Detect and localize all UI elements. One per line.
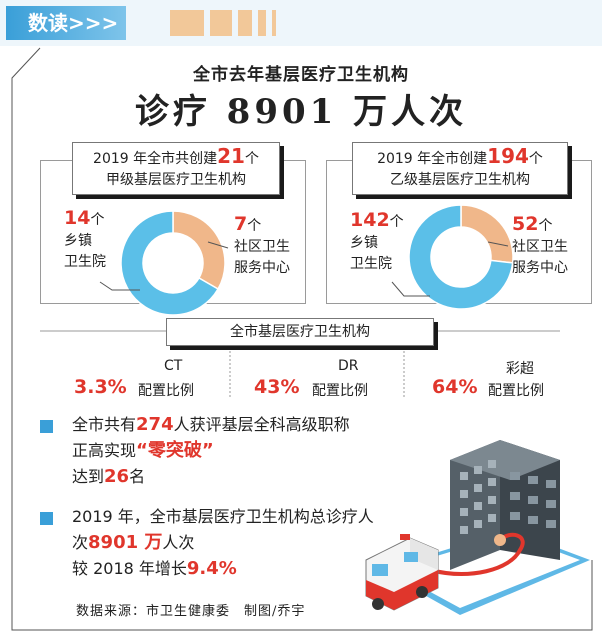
bullet-visits: 2019 年，全市基层医疗卫生机构总诊疗人 次8901 万人次 较 2018 年…: [72, 507, 374, 579]
donut-slice-1: [408, 204, 514, 310]
stethoscope-icon: [429, 532, 525, 576]
donut-slice-1: [120, 210, 220, 316]
section-tag: 数读>>>: [6, 6, 126, 40]
slice-label-community-b: 52个 社区卫生 服务中心: [512, 213, 568, 277]
bullet-marker: [40, 420, 53, 433]
ratio-device-ct: CT: [164, 358, 183, 374]
slice-label-township-a: 14个 乡镇 卫生院: [64, 207, 106, 271]
ratios-heading: 全市基层医疗卫生机构: [166, 318, 434, 346]
ratio-value-ultrasound: 64%: [432, 376, 478, 398]
hospital-illustration: [365, 440, 590, 615]
ratio-device-ultrasound: 彩超: [506, 361, 534, 377]
ratio-device-dr: DR: [338, 358, 359, 374]
ambulance-icon: [365, 534, 439, 611]
source-credit: 数据来源：市卫生健康委 制图/乔宇: [76, 604, 306, 619]
slice-label-township-b: 142个 乡镇 卫生院: [350, 209, 404, 273]
slice-label-community-a: 7个 社区卫生 服务中心: [234, 213, 290, 277]
ratio-label-dr: 配置比例: [312, 383, 368, 399]
chart-title-grade-a: 2019 年全市共创建21个 甲级基层医疗卫生机构: [72, 142, 280, 195]
ratio-value-dr: 43%: [254, 376, 300, 398]
headline-subtitle: 全市去年基层医疗卫生机构: [193, 65, 409, 85]
donut-chart-grade-b: [408, 204, 514, 310]
header-decoration: [170, 10, 282, 40]
ratio-label-ultrasound: 配置比例: [488, 383, 544, 399]
bullet-marker: [40, 512, 53, 525]
donut-slice-0: [172, 210, 226, 291]
bullet-titles: 全市共有274人获评基层全科高级职称 正高实现“零突破” 达到26名: [72, 414, 350, 487]
ratio-label-ct: 配置比例: [138, 383, 194, 399]
headline-main: 诊疗 8901 万人次: [134, 92, 468, 132]
ratio-value-ct: 3.3%: [74, 376, 127, 398]
donut-chart-grade-a: [120, 210, 226, 316]
chart-title-grade-b: 2019 年全市创建194个 乙级基层医疗卫生机构: [352, 142, 568, 195]
